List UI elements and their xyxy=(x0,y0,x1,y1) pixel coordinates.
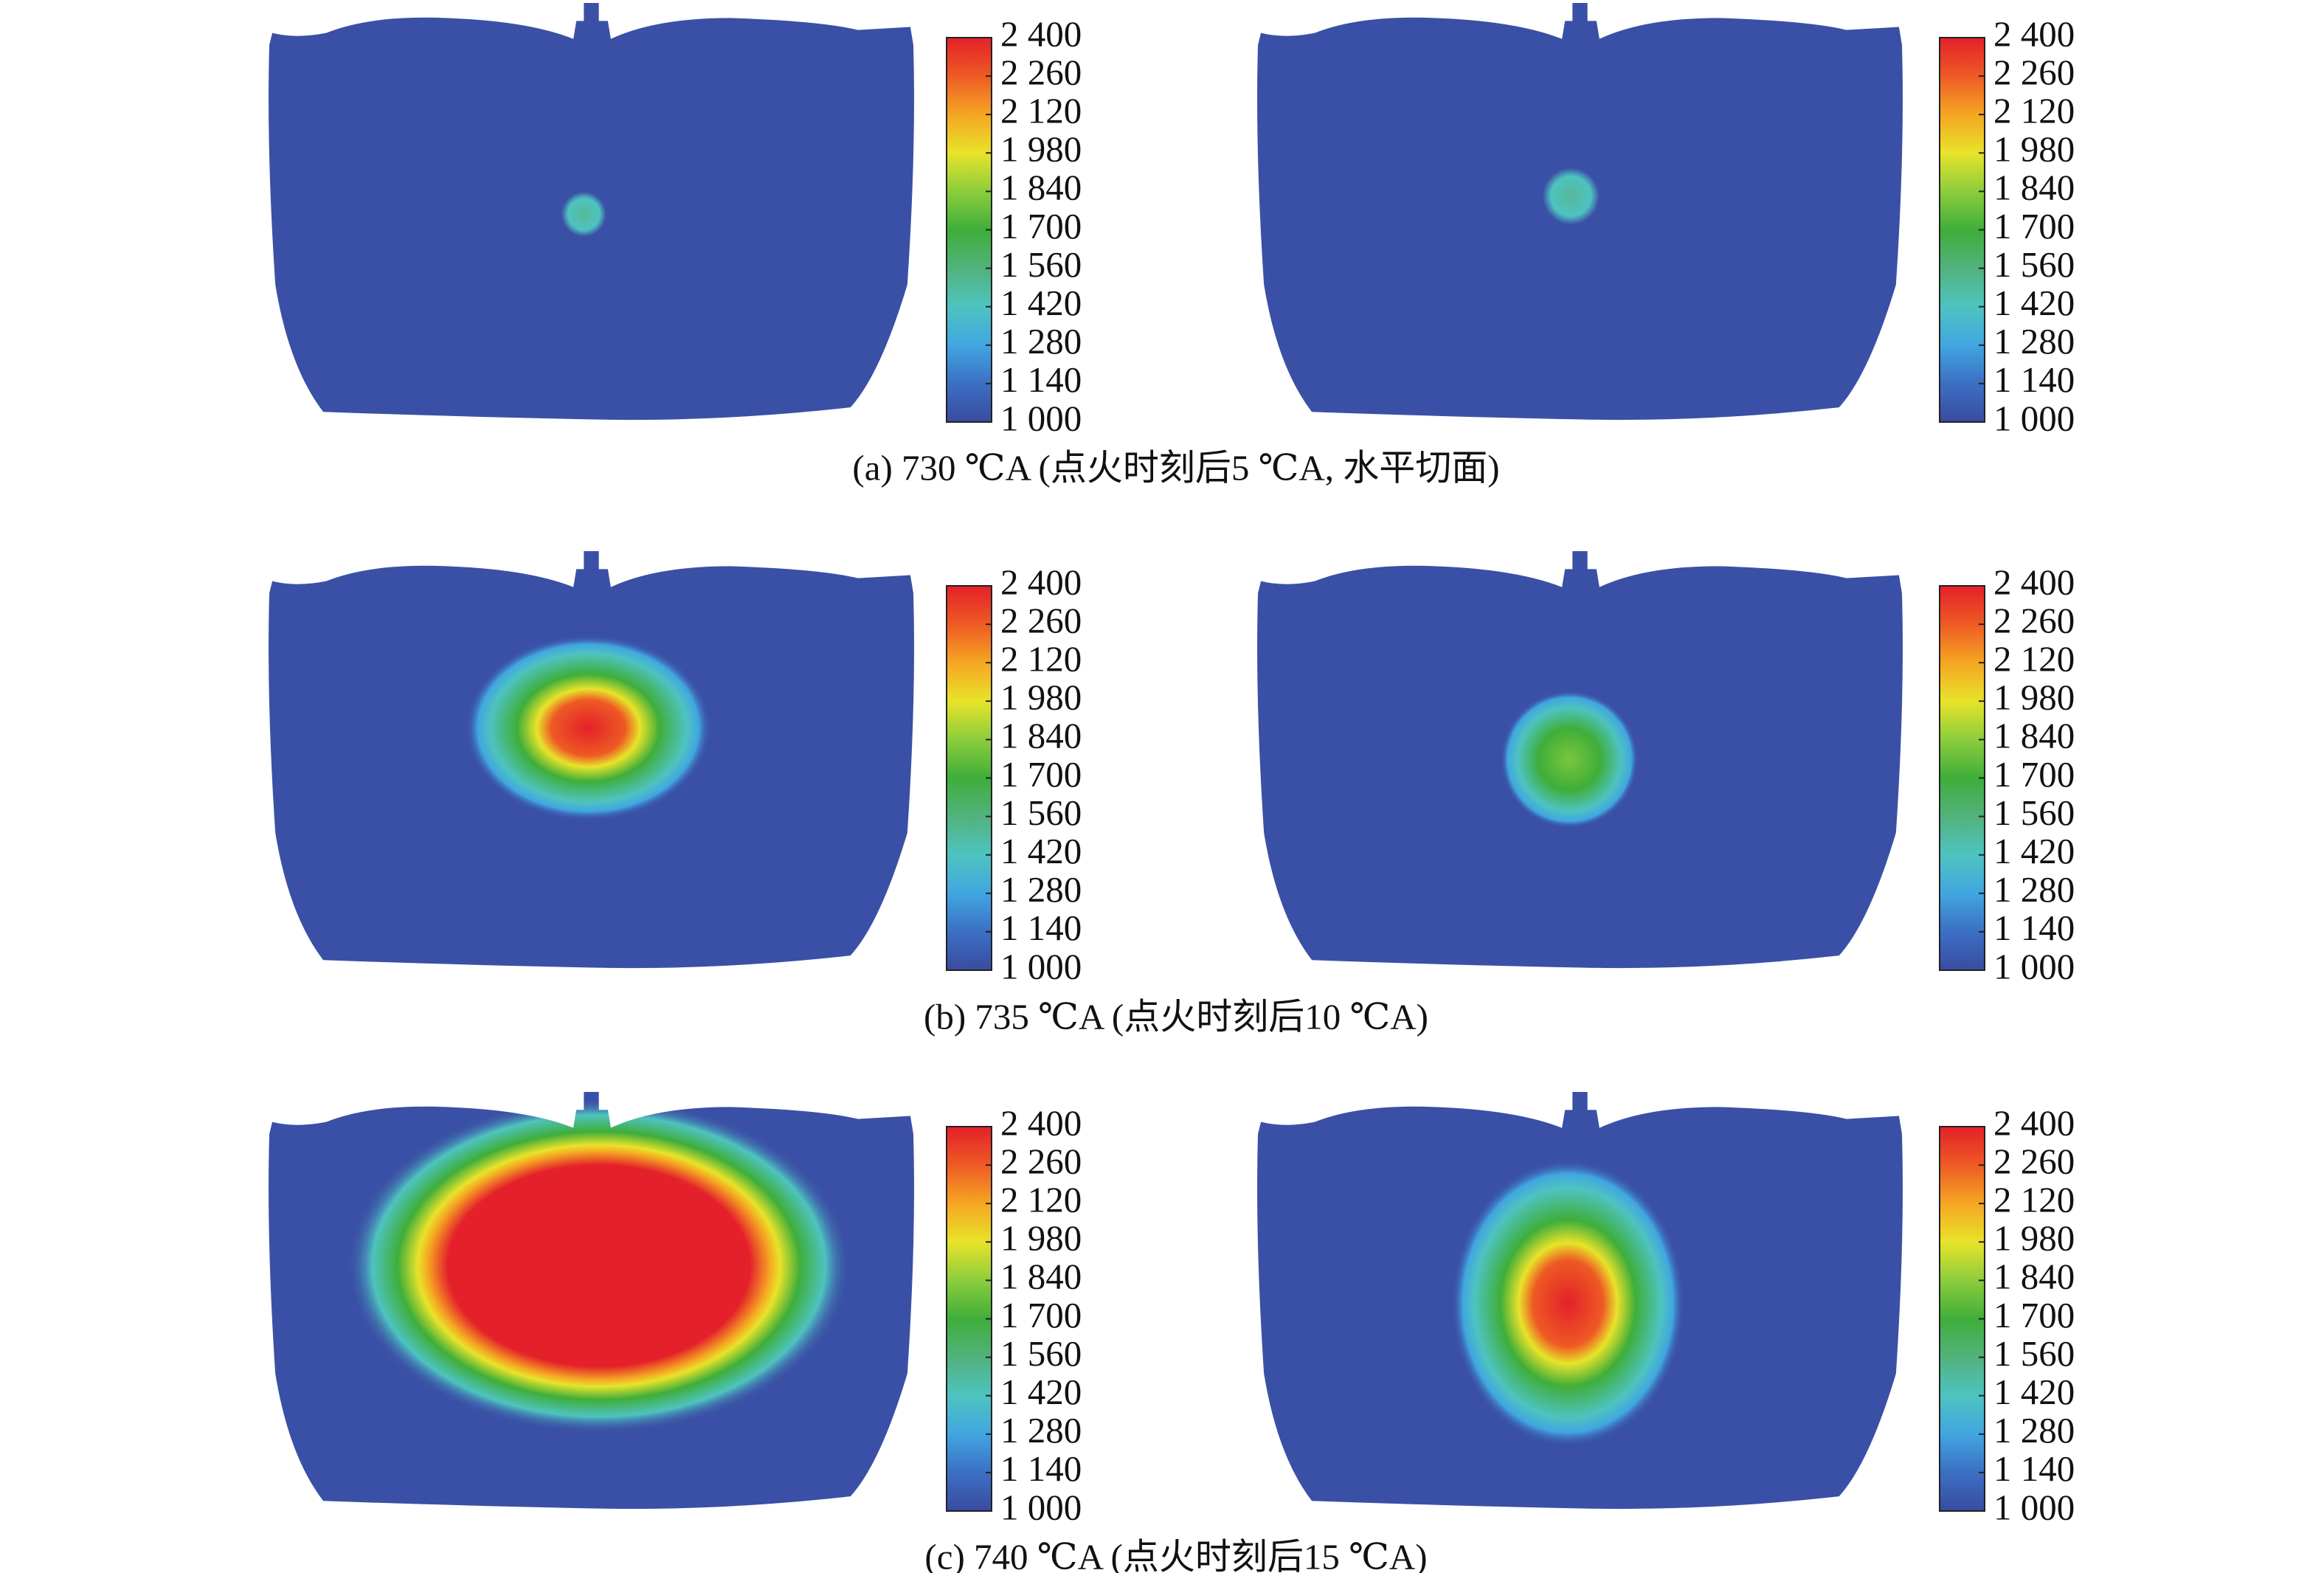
colorbar-tick-label: 2 400 xyxy=(1000,561,1082,602)
colorbar-tick-label: 1 420 xyxy=(1000,831,1082,871)
colorbar-tick-label: 2 400 xyxy=(1993,561,2075,602)
colorbar-tick-label: 1 700 xyxy=(1000,206,1082,246)
colorbar-tick-label: 1 420 xyxy=(1000,283,1082,323)
colorbar-tick-label: 2 400 xyxy=(1993,1102,2075,1143)
colorbar-tick-label: 2 120 xyxy=(1000,638,1082,679)
colorbar-tick-label: 1 420 xyxy=(1000,1372,1082,1412)
colorbar-tick-label: 1 840 xyxy=(1993,167,2075,208)
colorbar-tick-label: 1 280 xyxy=(1000,869,1082,910)
colorbar-tick-label: 1 000 xyxy=(1000,1487,1082,1527)
colorbar-tick-label: 1 700 xyxy=(1993,754,2075,795)
colorbar-tick-label: 1 560 xyxy=(1000,244,1082,285)
colorbar-tick-label: 1 420 xyxy=(1993,831,2075,871)
colorbar-tick-label: 1 280 xyxy=(1993,321,2075,362)
contour-panel xyxy=(1257,3,1903,421)
colorbar-tick-label: 1 560 xyxy=(1000,792,1082,833)
caption: (a) 730 ℃A (点火时刻后5 ℃A, 水平切面) xyxy=(852,447,1499,488)
colorbar-tick-label: 1 000 xyxy=(1993,1487,2075,1527)
colorbar-tick-label: 1 140 xyxy=(1993,359,2075,400)
colorbar-tick-label: 2 120 xyxy=(1000,1179,1082,1220)
colorbar-fill xyxy=(946,37,992,423)
colorbar-tick-label: 1 280 xyxy=(1993,869,2075,910)
colorbar-tick-label: 2 120 xyxy=(1993,638,2075,679)
colorbar-tick-label: 1 000 xyxy=(1993,946,2075,986)
colorbar-tick-label: 1 840 xyxy=(1000,716,1082,756)
colorbar-tick-label: 2 260 xyxy=(1000,52,1082,92)
colorbar-tick-label: 1 000 xyxy=(1000,946,1082,986)
colorbar-tick-label: 1 980 xyxy=(1000,677,1082,718)
colorbar-fill xyxy=(1939,1126,1985,1512)
colorbar-tick-label: 1 140 xyxy=(1000,908,1082,948)
colorbar-tick-label: 1 560 xyxy=(1000,1333,1082,1374)
colorbar-fill xyxy=(946,1126,992,1512)
colorbar-tick-label: 1 700 xyxy=(1000,1295,1082,1335)
colorbar-tick-label: 1 980 xyxy=(1993,129,2075,170)
colorbar-tick-label: 1 560 xyxy=(1993,792,2075,833)
colorbar-tick-label: 1 840 xyxy=(1993,716,2075,756)
colorbar-tick-label: 1 140 xyxy=(1000,1448,1082,1489)
colorbar-tick-label: 1 560 xyxy=(1993,244,2075,285)
colorbar-tick-label: 1 140 xyxy=(1000,359,1082,400)
colorbar-tick-label: 2 260 xyxy=(1000,1141,1082,1181)
colorbar-tick-label: 1 280 xyxy=(1993,1410,2075,1451)
colorbar-tick-label: 2 260 xyxy=(1993,600,2075,640)
colorbar-tick-label: 2 120 xyxy=(1993,90,2075,131)
colorbar-tick-label: 1 700 xyxy=(1000,754,1082,795)
colorbar-tick-label: 1 000 xyxy=(1993,398,2075,438)
colorbar-tick-label: 2 120 xyxy=(1993,1179,2075,1220)
colorbar-tick-label: 2 260 xyxy=(1000,600,1082,640)
colorbar-fill xyxy=(946,585,992,971)
caption: (c) 740 ℃A (点火时刻后15 ℃A) xyxy=(924,1536,1427,1573)
contour-panel xyxy=(1257,551,1903,969)
colorbar-tick-label: 1 140 xyxy=(1993,1448,2075,1489)
colorbar-fill xyxy=(1939,585,1985,971)
colorbar-tick-label: 2 260 xyxy=(1993,1141,2075,1181)
colorbar-tick-label: 1 980 xyxy=(1993,1218,2075,1259)
colorbar-tick-label: 2 400 xyxy=(1993,13,2075,54)
colorbar-tick-label: 1 420 xyxy=(1993,283,2075,323)
colorbar-tick-label: 1 140 xyxy=(1993,908,2075,948)
colorbar-tick-label: 1 980 xyxy=(1000,129,1082,170)
colorbar-tick-label: 2 120 xyxy=(1000,90,1082,131)
contour-panel xyxy=(269,1092,914,1510)
colorbar-tick-label: 1 700 xyxy=(1993,1295,2075,1335)
caption: (b) 735 ℃A (点火时刻后10 ℃A) xyxy=(924,996,1428,1037)
colorbar-tick-label: 2 400 xyxy=(1000,13,1082,54)
contour-panel xyxy=(269,551,914,969)
colorbar-tick-label: 1 700 xyxy=(1993,206,2075,246)
colorbar-tick-label: 1 840 xyxy=(1000,1256,1082,1297)
colorbar-tick-label: 1 980 xyxy=(1000,1218,1082,1259)
colorbar-tick-label: 1 000 xyxy=(1000,398,1082,438)
colorbar-tick-label: 2 400 xyxy=(1000,1102,1082,1143)
colorbar-tick-label: 1 840 xyxy=(1993,1256,2075,1297)
colorbar-tick-label: 1 560 xyxy=(1993,1333,2075,1374)
colorbar-tick-label: 1 280 xyxy=(1000,1410,1082,1451)
colorbar-tick-label: 1 420 xyxy=(1993,1372,2075,1412)
colorbar-tick-label: 1 280 xyxy=(1000,321,1082,362)
contour-panel xyxy=(269,3,914,421)
colorbar-tick-label: 1 980 xyxy=(1993,677,2075,718)
colorbar-tick-label: 1 840 xyxy=(1000,167,1082,208)
contour-panel xyxy=(1257,1092,1903,1510)
colorbar-tick-label: 2 260 xyxy=(1993,52,2075,92)
colorbar-fill xyxy=(1939,37,1985,423)
